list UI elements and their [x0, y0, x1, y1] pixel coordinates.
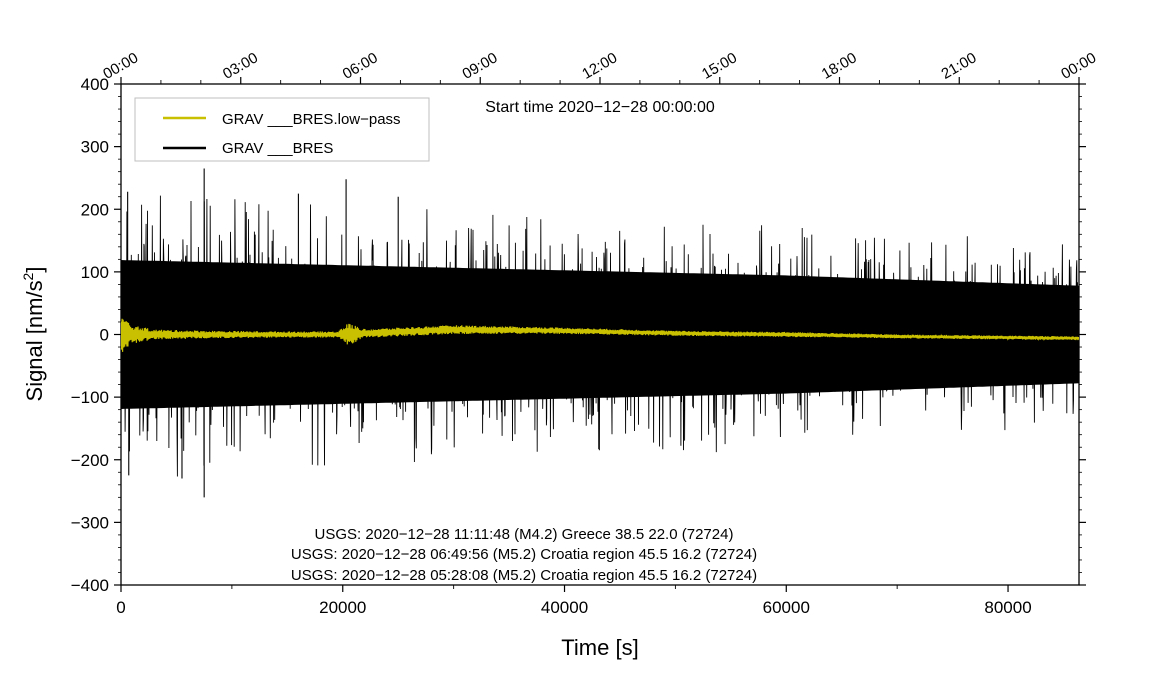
y-tick-label: −400 [71, 576, 109, 595]
y-tick-label: 100 [81, 263, 109, 282]
event-annotations: USGS: 2020−12−28 11:11:48 (M4.2) Greece … [291, 526, 757, 584]
annotation-croatia-1: USGS: 2020−12−28 06:49:56 (M5.2) Croatia… [291, 546, 757, 563]
series-bres-line [121, 195, 1079, 477]
legend: GRAV ___BRES.low−pass GRAV ___BRES [134, 97, 430, 162]
series-layer [121, 168, 1079, 498]
y-tick-label: 200 [81, 200, 109, 219]
y-axis-title-exponent: 2 [20, 272, 36, 280]
x-tick-label: 20000 [319, 598, 366, 617]
annotation-greece: USGS: 2020−12−28 11:11:48 (M4.2) Greece … [315, 526, 734, 543]
y-tick-label: −300 [71, 513, 109, 532]
x-tick-label: 60000 [763, 598, 810, 617]
legend-box [134, 97, 430, 162]
start-time-label: Start time 2020−12−28 00:00:00 [485, 99, 715, 116]
annotation-croatia-2: USGS: 2020−12−28 05:28:08 (M5.2) Croatia… [291, 567, 757, 584]
y-tick-label: 0 [100, 326, 109, 345]
y-tick-label: 400 [81, 75, 109, 94]
x-tick-label: 40000 [541, 598, 588, 617]
x-axis-title: Time [s] [561, 635, 638, 660]
y-tick-label: 300 [81, 138, 109, 157]
y-axis-title-main: Signal [nm/s [22, 280, 47, 401]
y-axis-title: Signal [nm/s2] [20, 267, 47, 402]
x-tick-label: 80000 [984, 598, 1031, 617]
legend-label-low-pass: GRAV ___BRES.low−pass [222, 111, 401, 128]
y-axis-title-close: ] [22, 267, 47, 273]
legend-label-bres: GRAV ___BRES [222, 140, 333, 157]
x-tick-label: 0 [116, 598, 125, 617]
y-tick-label: −100 [71, 388, 109, 407]
y-tick-label: −200 [71, 451, 109, 470]
series-low-pass-line [121, 318, 1079, 352]
